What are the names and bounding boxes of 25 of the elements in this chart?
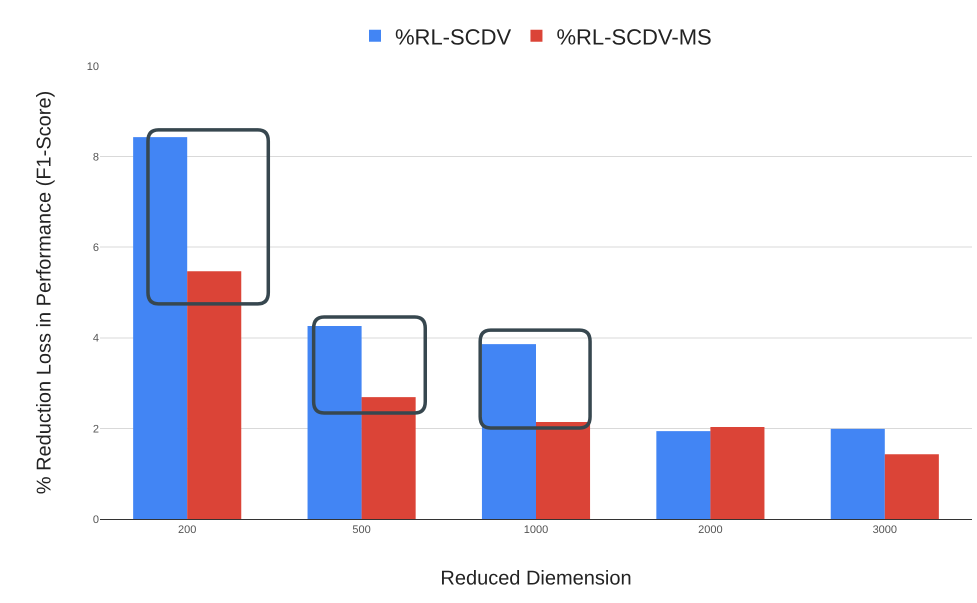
bar <box>308 326 362 519</box>
bar <box>362 397 416 519</box>
y-tick-label: 6 <box>92 242 99 254</box>
y-tick-label: 8 <box>92 151 99 164</box>
bar <box>536 422 590 519</box>
y-tick-label: 4 <box>92 332 99 345</box>
bar <box>187 271 242 519</box>
legend-label: %RL-SCDV <box>395 24 512 50</box>
y-tick-label: 2 <box>92 423 99 436</box>
y-tick-label: 0 <box>92 514 99 526</box>
bar <box>482 344 536 519</box>
x-tick-label: 2000 <box>698 524 723 536</box>
legend-label: %RL-SCDV-MS <box>556 24 712 50</box>
y-axis-title: % Reduction Loss in Performance (F1-Score) <box>33 90 56 494</box>
x-tick-label: 500 <box>352 524 371 536</box>
x-tick-label: 200 <box>178 524 196 536</box>
bar <box>656 431 710 519</box>
x-axis-title: Reduced Diemension <box>440 568 632 590</box>
bar <box>133 137 188 519</box>
x-tick-label: 1000 <box>524 524 548 536</box>
bar <box>830 428 885 519</box>
bar <box>710 427 764 519</box>
bar <box>884 454 939 519</box>
y-tick-label: 10 <box>86 60 99 73</box>
x-tick-label: 3000 <box>872 524 898 536</box>
